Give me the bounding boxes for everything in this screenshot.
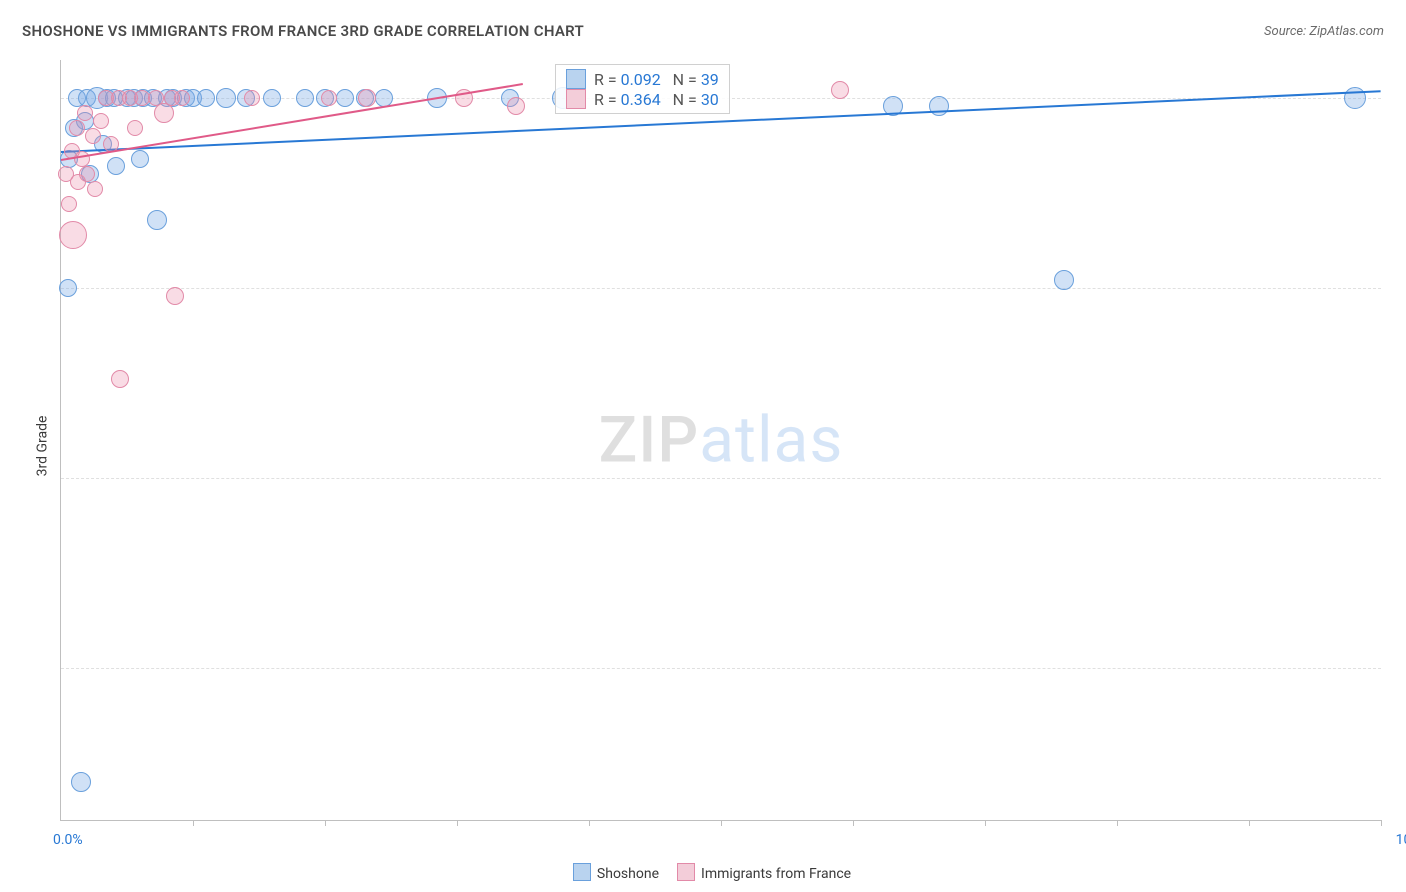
data-point [87, 181, 103, 197]
data-point [61, 196, 77, 212]
data-point [69, 120, 85, 136]
n-label: N = [673, 90, 701, 109]
x-tick [985, 820, 986, 826]
data-point [93, 113, 109, 129]
x-tick [721, 820, 722, 826]
data-point [831, 81, 849, 99]
source-attribution: Source: ZipAtlas.com [1264, 24, 1384, 39]
x-tick [1381, 820, 1382, 826]
data-point [85, 128, 101, 144]
data-point [263, 89, 281, 107]
legend-swatch [573, 863, 591, 881]
data-point [358, 89, 376, 107]
watermark: ZIPatlas [599, 403, 844, 478]
data-point [74, 151, 90, 167]
data-point [111, 370, 129, 388]
r-label: R = [594, 90, 621, 109]
n-value: 39 [701, 70, 719, 89]
x-tick [457, 820, 458, 826]
x-tick [193, 820, 194, 826]
x-axis-min-label: 0.0% [53, 832, 83, 848]
data-point [127, 120, 143, 136]
gridline [61, 288, 1381, 289]
x-tick [325, 820, 326, 826]
legend-row-france: R = 0.364 N = 30 [566, 89, 719, 109]
data-point [154, 103, 174, 123]
data-point [336, 89, 354, 107]
y-axis-label: 3rd Grade [34, 416, 50, 477]
scatter-plot-area: ZIPatlas 92.5%95.0%97.5%100.0%0.0%100.0% [60, 60, 1381, 821]
data-point [296, 89, 314, 107]
data-point [79, 166, 95, 182]
legend-row-shoshone: R = 0.092 N = 39 [566, 69, 719, 89]
data-point [197, 89, 215, 107]
data-point [131, 150, 149, 168]
r-value: 0.092 [621, 70, 661, 89]
x-tick [1249, 820, 1250, 826]
legend-swatch [566, 89, 586, 109]
x-tick [1117, 820, 1118, 826]
data-point [216, 88, 236, 108]
chart-title: SHOSHONE VS IMMIGRANTS FROM FRANCE 3RD G… [22, 22, 584, 40]
data-point [77, 105, 93, 121]
x-tick [589, 820, 590, 826]
legend-swatch [566, 69, 586, 89]
r-value: 0.364 [621, 90, 661, 109]
data-point [71, 772, 91, 792]
data-point [174, 90, 190, 106]
watermark-part1: ZIP [599, 403, 700, 478]
data-point [321, 90, 337, 106]
bottom-legend: Shoshone Immigrants from France [0, 863, 1406, 882]
data-point [244, 90, 260, 106]
data-point [166, 287, 184, 305]
gridline [61, 668, 1381, 669]
x-axis-max-label: 100.0% [1396, 832, 1406, 848]
data-point [147, 210, 167, 230]
n-label: N = [673, 70, 701, 89]
data-point [507, 97, 525, 115]
x-tick [853, 820, 854, 826]
n-value: 30 [701, 90, 719, 109]
data-point [1054, 270, 1074, 290]
correlation-legend-box: R = 0.092 N = 39R = 0.364 N = 30 [555, 64, 730, 114]
data-point [59, 221, 87, 249]
r-label: R = [594, 70, 621, 89]
gridline [61, 478, 1381, 479]
watermark-part2: atlas [699, 403, 843, 478]
data-point [59, 279, 77, 297]
legend-swatch [677, 863, 695, 881]
legend-label-shoshone: Shoshone [597, 866, 659, 882]
legend-label-france: Immigrants from France [701, 866, 851, 882]
data-point [107, 157, 125, 175]
